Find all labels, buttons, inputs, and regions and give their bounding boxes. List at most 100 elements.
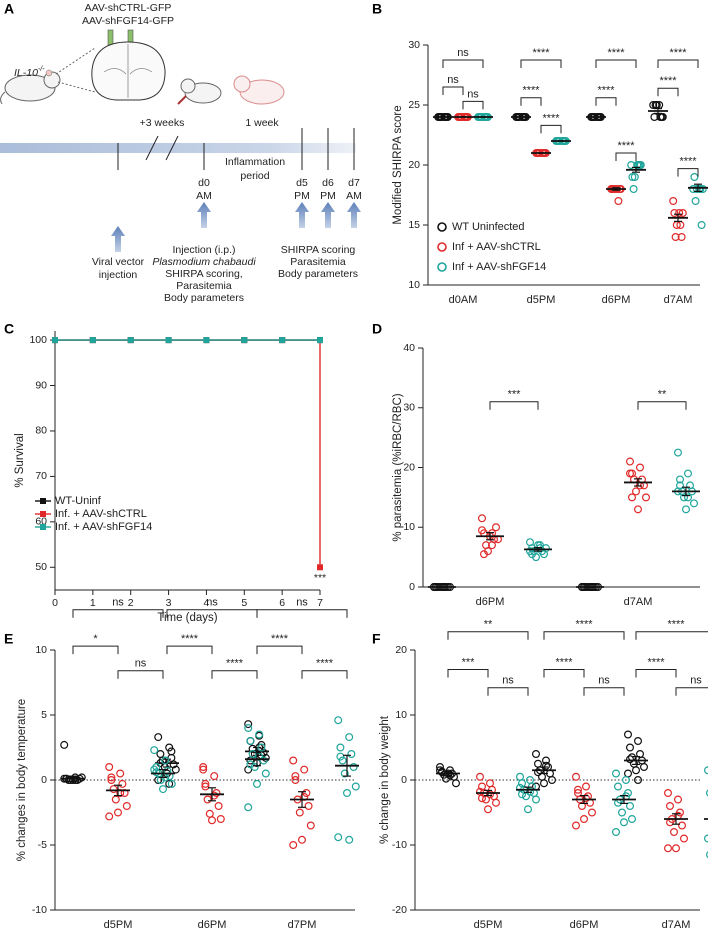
data-point: [673, 448, 682, 457]
legend-label: Inf. + AAV-shFGF14: [55, 521, 152, 533]
significance-label: ns: [112, 597, 124, 609]
data-point: [214, 801, 223, 810]
data-point: [436, 762, 445, 771]
marker: [165, 337, 172, 344]
data-point: [298, 835, 307, 844]
x-tick-label: d6PM: [570, 919, 599, 931]
data-point: [611, 827, 620, 836]
data-point: [165, 779, 174, 788]
data-point: [77, 773, 86, 782]
data-point: [697, 221, 706, 230]
data-point: [619, 818, 628, 827]
y-tick-label: 30: [408, 39, 420, 51]
interval-label: 1 week: [245, 117, 279, 129]
significance-label: ns: [135, 658, 147, 670]
legend-marker: [40, 511, 46, 517]
data-point: [679, 493, 688, 502]
step-label: Parasitemia: [176, 280, 232, 292]
annotation: ***: [314, 572, 326, 584]
significance-bracket: [462, 100, 484, 110]
data-point: [244, 765, 253, 774]
data-point: [669, 197, 678, 206]
x-tick-label: d7AM: [624, 596, 653, 608]
y-tick-label: 10: [408, 279, 420, 291]
data-point: [289, 840, 298, 849]
strain-genotype: -/-: [38, 66, 45, 73]
marker: [89, 337, 96, 344]
data-point: [541, 544, 550, 553]
legend-label: Inf. + AAV-shCTRL: [55, 508, 147, 520]
data-point: [625, 755, 634, 764]
significance-label: ns: [447, 74, 459, 86]
significance-label: **: [658, 389, 667, 401]
significance-label: ****: [617, 140, 635, 152]
data-point: [677, 233, 686, 242]
data-point: [689, 499, 698, 508]
timepoint: d6: [322, 177, 334, 189]
interval-label: +3 weeks: [140, 117, 185, 129]
data-point: [633, 775, 642, 784]
data-point: [201, 782, 210, 791]
y-tick-label: 10: [395, 709, 407, 721]
data-point: [165, 743, 174, 752]
legend-marker: [437, 242, 447, 252]
significance-label: ****: [659, 75, 677, 87]
x-tick-label: d5PM: [104, 919, 133, 931]
significance-bracket: [256, 609, 348, 618]
data-point: [105, 762, 114, 771]
data-point: [304, 801, 313, 810]
y-axis-label: % Survival: [14, 433, 26, 487]
data-point: [159, 785, 168, 794]
significance-bracket: [637, 401, 687, 410]
significance-bracket: [256, 645, 303, 655]
data-point: [698, 185, 707, 194]
legend-marker: [437, 222, 447, 232]
marker: [317, 337, 323, 344]
data-point: [156, 775, 165, 784]
data-point: [253, 779, 262, 788]
data-point: [675, 481, 684, 490]
significance-label: ****: [555, 656, 573, 668]
y-tick-label: -10: [392, 839, 407, 851]
data-point: [259, 756, 268, 765]
data-point: [340, 769, 349, 778]
significance-bracket: [166, 645, 213, 655]
significance-bracket: [635, 669, 677, 678]
significance-bracket: [442, 59, 484, 68]
x-tick-label: d6PM: [198, 919, 227, 931]
significance-label: ns: [467, 88, 479, 100]
significance-label: ****: [532, 47, 550, 59]
data-point: [105, 812, 114, 821]
significance-label: ***: [508, 389, 522, 401]
y-tick-label: 40: [403, 342, 415, 354]
timepoint: d7: [348, 177, 360, 189]
data-point: [291, 772, 300, 781]
data-point: [690, 173, 699, 182]
data-point: [336, 743, 345, 752]
significance-label: ****: [575, 619, 593, 631]
significance-label: *: [93, 633, 98, 645]
data-point: [210, 772, 219, 781]
significance-bracket: [520, 59, 562, 68]
data-point: [547, 775, 556, 784]
data-point: [345, 835, 354, 844]
significance-label: ****: [607, 47, 625, 59]
data-point: [704, 834, 708, 843]
timepoint: PM: [320, 190, 336, 202]
data-point: [621, 775, 630, 784]
data-point: [257, 740, 266, 749]
data-point: [623, 730, 632, 739]
data-point: [571, 772, 580, 781]
data-point: [573, 785, 582, 794]
panel-label: A: [4, 1, 14, 17]
step-label: Viral vector: [92, 256, 145, 268]
legend-label: Inf + AAV-shCTRL: [452, 241, 541, 253]
data-point: [345, 733, 354, 742]
strain: IL-10: [14, 67, 38, 79]
marker: [127, 337, 134, 344]
step-label: Plasmodium chabaudi: [152, 256, 256, 268]
data-point: [515, 772, 524, 781]
data-point: [533, 768, 542, 777]
period-label: Inflammation: [225, 156, 285, 168]
data-point: [531, 749, 540, 758]
